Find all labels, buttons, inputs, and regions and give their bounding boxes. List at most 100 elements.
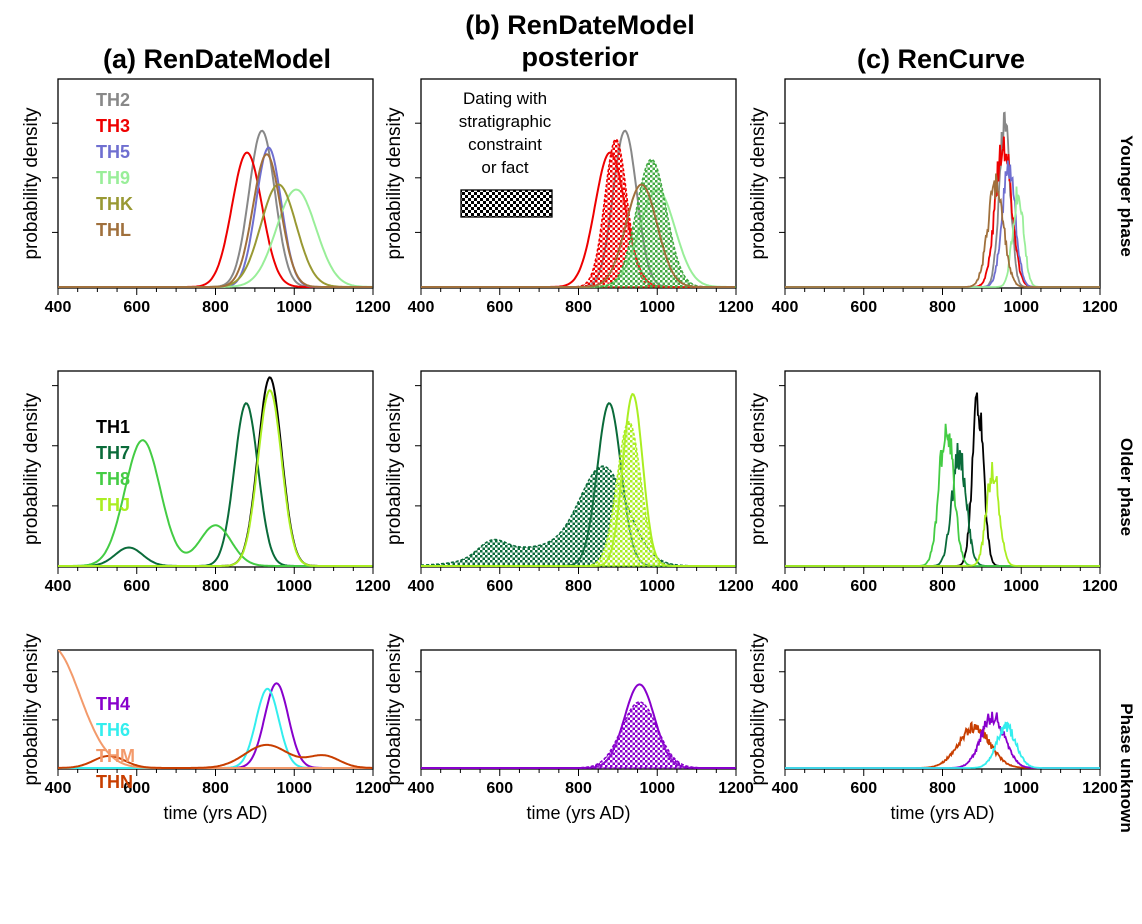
- series-line-0: [785, 720, 1100, 769]
- y-axis-label: probability density: [748, 633, 769, 786]
- x-tick-label: 600: [850, 578, 877, 595]
- x-tick-label: 1200: [355, 578, 391, 595]
- x-tick-label: 600: [850, 780, 877, 797]
- series-group: [421, 129, 736, 288]
- panel-b-younger: 400 600 800 1000 1200 probability density: [384, 78, 754, 316]
- x-tick-label: 800: [565, 299, 592, 316]
- column-titles: (a) RenDateModel (b) RenDateModel poster…: [103, 10, 1025, 74]
- x-tick-label: 800: [565, 780, 592, 797]
- series-line-5: [421, 183, 736, 288]
- x-tick-label: 1200: [355, 299, 391, 316]
- series-group: [58, 650, 373, 769]
- series-fill-1: [421, 465, 736, 567]
- x-tick-label: 400: [45, 578, 72, 595]
- legend-THL: THL: [96, 220, 131, 240]
- x-tick-label: 1000: [276, 780, 312, 797]
- column-title-a: (a) RenDateModel: [103, 44, 331, 74]
- legend-THK: THK: [96, 194, 133, 214]
- x-tick-label: 600: [123, 780, 150, 797]
- y-axis-label: probability density: [21, 107, 42, 260]
- x-tick-label: 1200: [718, 578, 754, 595]
- y-axis-label: probability density: [384, 633, 405, 786]
- series-line-1: [785, 136, 1100, 288]
- series-group: [785, 711, 1100, 769]
- column-title-c: (c) RenCurve: [857, 44, 1025, 74]
- plot-frame: [420, 649, 737, 770]
- series-line-THL: [58, 153, 373, 288]
- x-tick-label: 800: [929, 780, 956, 797]
- x-tick-label: 400: [45, 780, 72, 797]
- x-tick-label: 600: [486, 780, 513, 797]
- y-axis-label: probability density: [384, 392, 405, 545]
- y-axis-label: probability density: [748, 107, 769, 260]
- panel-a-unknown: 400 600 800 1000 1200 probability density time…: [21, 633, 391, 823]
- x-tick-label: 400: [772, 780, 799, 797]
- x-tick-label: 400: [408, 299, 435, 316]
- note-line-3: constraint: [468, 135, 542, 154]
- x-tick-label: 800: [565, 578, 592, 595]
- series-line-3: [785, 186, 1100, 288]
- x-axis-label: time (yrs AD): [890, 803, 994, 823]
- note-pattern-swatch: [460, 189, 553, 218]
- note-line-4: or fact: [481, 158, 529, 177]
- x-tick-label: 1200: [718, 780, 754, 797]
- x-tick-label: 800: [929, 299, 956, 316]
- x-tick-label: 1000: [1003, 578, 1039, 595]
- x-tick-label: 600: [123, 578, 150, 595]
- x-axis-label: time (yrs AD): [526, 803, 630, 823]
- series-group: [785, 111, 1100, 288]
- series-group: [421, 683, 736, 769]
- legend-TH3: TH3: [96, 116, 130, 136]
- panel-c-unknown: 400 600 800 1000 1200 probability density time…: [748, 633, 1118, 823]
- x-tick-label: 1000: [639, 578, 675, 595]
- x-tick-label: 1000: [276, 578, 312, 595]
- y-axis-label: probability density: [21, 392, 42, 545]
- y-axis-label: probability density: [748, 392, 769, 545]
- series-line-4: [785, 173, 1100, 288]
- series-line-THJ: [58, 389, 373, 567]
- legend-TH9: TH9: [96, 168, 130, 188]
- note-line-2: stratigraphic: [459, 112, 552, 131]
- x-tick-label: 1000: [1003, 780, 1039, 797]
- series-line-2: [785, 423, 1100, 567]
- row-title-younger: Younger phase: [1117, 135, 1136, 257]
- series-line-THN: [58, 743, 373, 769]
- x-tick-label: 600: [123, 299, 150, 316]
- legend-TH8: TH8: [96, 469, 130, 489]
- x-tick-label: 600: [486, 299, 513, 316]
- legend-TH5: TH5: [96, 142, 130, 162]
- y-axis-label: probability density: [384, 107, 405, 260]
- x-tick-label: 1200: [355, 780, 391, 797]
- x-axis-label: time (yrs AD): [163, 803, 267, 823]
- legend-THN: THN: [96, 772, 133, 792]
- stratigraphy-note: Dating with stratigraphic constraint or …: [459, 89, 553, 218]
- x-tick-label: 1200: [1082, 578, 1118, 595]
- column-title-b-line1: (b) RenDateModel: [465, 10, 695, 40]
- note-line-1: Dating with: [463, 89, 547, 108]
- panel-a-younger: 400 600 800 1000 1200 probability density TH2 T…: [21, 78, 391, 316]
- x-tick-label: 1000: [276, 299, 312, 316]
- x-tick-label: 1200: [718, 299, 754, 316]
- row-titles: Younger phase Older phase Phase unknown: [1117, 135, 1136, 832]
- x-tick-label: 400: [772, 578, 799, 595]
- series-fill-3: [421, 420, 736, 567]
- x-tick-label: 600: [486, 578, 513, 595]
- x-tick-label: 1000: [1003, 299, 1039, 316]
- series-line-2: [785, 160, 1100, 288]
- series-fill-1: [421, 701, 736, 769]
- series-line-0: [421, 683, 736, 769]
- plot-frame: [784, 649, 1101, 770]
- series-line-3: [785, 461, 1100, 567]
- series-line-0: [785, 111, 1100, 288]
- y-axis-label: probability density: [21, 633, 42, 786]
- panel-a-older: 400 600 800 1000 1200 probability density TH1 T…: [21, 370, 391, 595]
- panel-c-younger: 400 600 800 1000 1200 probability density: [748, 78, 1118, 316]
- plot-frame: [420, 78, 737, 289]
- x-tick-label: 800: [202, 578, 229, 595]
- series-line-2: [785, 721, 1100, 769]
- row-title-unknown: Phase unknown: [1117, 703, 1136, 832]
- series-group: [58, 129, 373, 288]
- legend-TH2: TH2: [96, 90, 130, 110]
- panel-b-unknown: 400 600 800 1000 1200 probability density time…: [384, 633, 754, 823]
